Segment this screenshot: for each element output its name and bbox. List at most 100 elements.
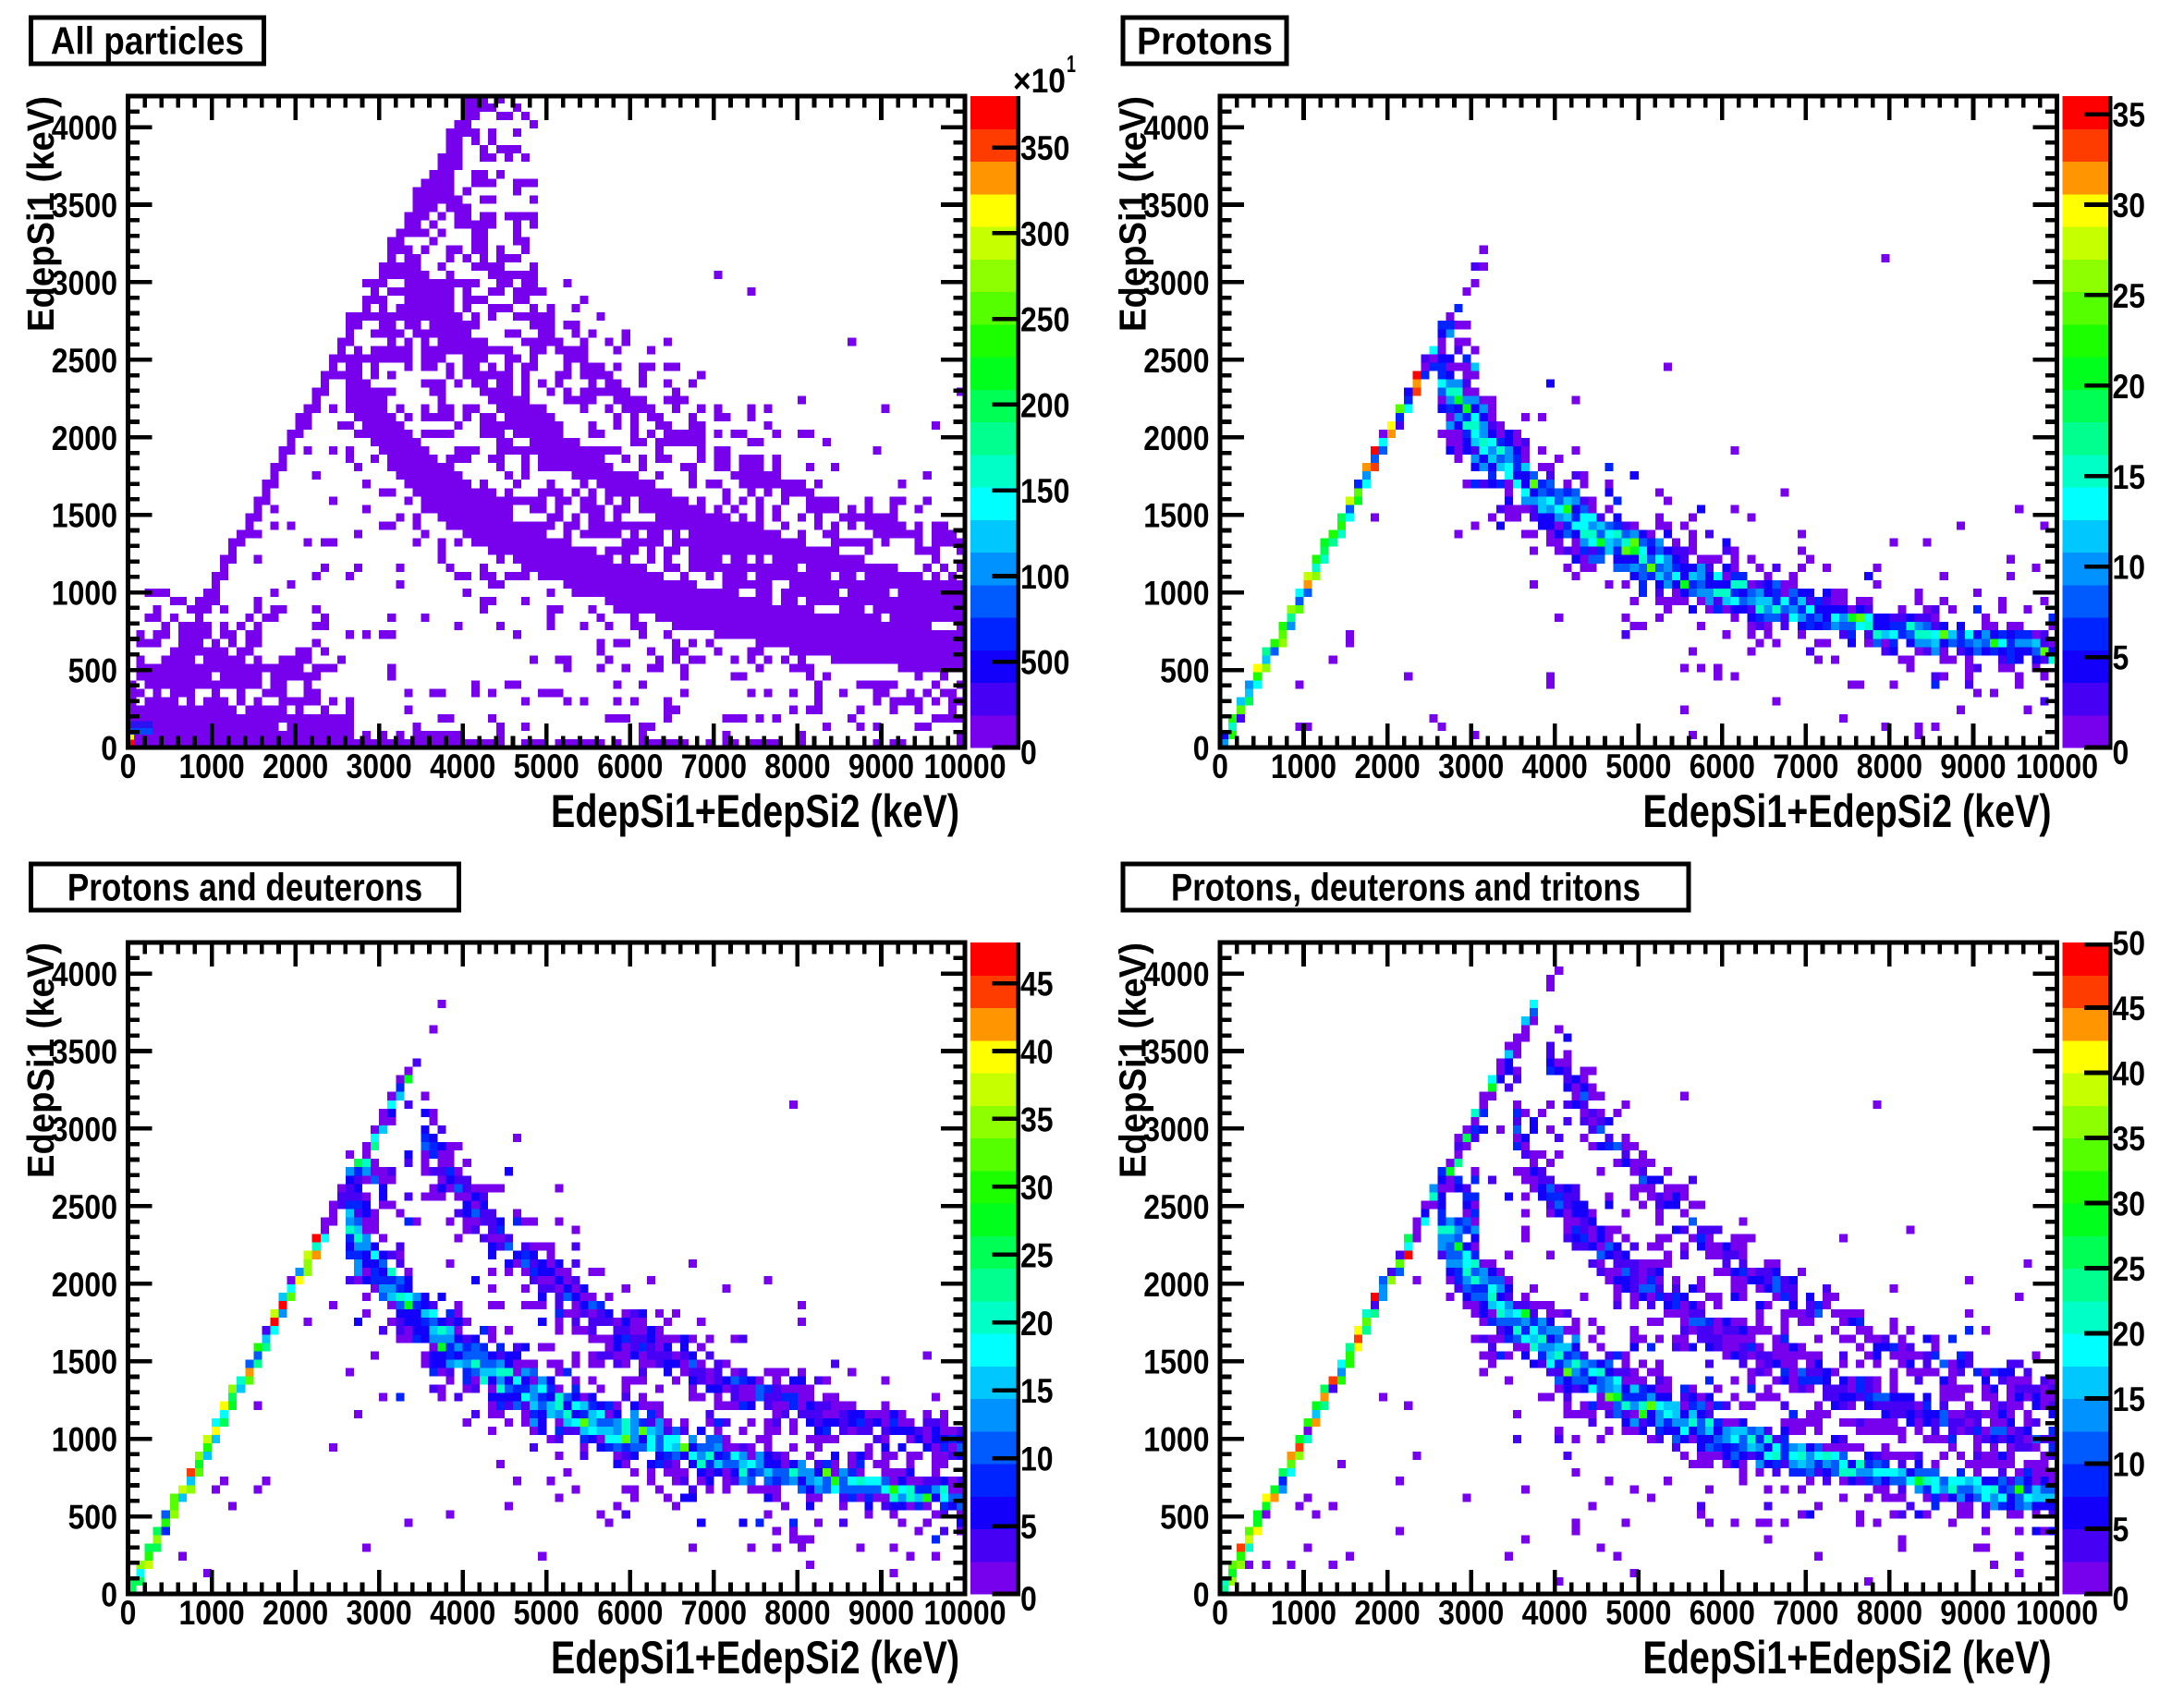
svg-text:1000: 1000 bbox=[1143, 574, 1209, 613]
svg-text:350: 350 bbox=[1020, 128, 1069, 167]
svg-text:30: 30 bbox=[1020, 1168, 1054, 1207]
svg-text:1500: 1500 bbox=[52, 1343, 117, 1381]
svg-text:10000: 10000 bbox=[2016, 747, 2098, 785]
svg-text:0: 0 bbox=[1212, 1593, 1228, 1632]
svg-text:1000: 1000 bbox=[1271, 747, 1336, 785]
svg-text:6000: 6000 bbox=[597, 1593, 663, 1632]
svg-text:1: 1 bbox=[1067, 50, 1076, 78]
svg-text:1500: 1500 bbox=[1143, 1343, 1209, 1381]
svg-text:10000: 10000 bbox=[924, 747, 1007, 785]
svg-text:3500: 3500 bbox=[1143, 1032, 1209, 1071]
svg-text:10000: 10000 bbox=[2016, 1593, 2098, 1632]
svg-text:0: 0 bbox=[120, 1593, 137, 1632]
svg-text:8000: 8000 bbox=[1857, 1593, 1922, 1632]
svg-text:1000: 1000 bbox=[52, 574, 117, 613]
svg-text:7000: 7000 bbox=[1773, 747, 1838, 785]
svg-text:3000: 3000 bbox=[52, 1110, 117, 1149]
svg-text:10000: 10000 bbox=[924, 1593, 1007, 1632]
svg-text:4000: 4000 bbox=[1143, 108, 1209, 147]
svg-text:40: 40 bbox=[1020, 1032, 1054, 1071]
svg-text:0: 0 bbox=[101, 729, 117, 768]
svg-text:200: 200 bbox=[1020, 385, 1069, 424]
svg-text:45: 45 bbox=[1020, 965, 1054, 1003]
svg-text:10: 10 bbox=[2113, 548, 2146, 587]
svg-text:4000: 4000 bbox=[52, 954, 117, 993]
svg-text:2500: 2500 bbox=[1143, 1187, 1209, 1226]
svg-text:0: 0 bbox=[1193, 1575, 1210, 1614]
svg-text:2000: 2000 bbox=[52, 419, 117, 457]
svg-text:2000: 2000 bbox=[1355, 747, 1421, 785]
svg-text:6000: 6000 bbox=[1690, 1593, 1755, 1632]
svg-text:15: 15 bbox=[2113, 1380, 2146, 1418]
svg-text:4000: 4000 bbox=[1522, 747, 1588, 785]
svg-text:0: 0 bbox=[2113, 1579, 2129, 1618]
svg-text:7000: 7000 bbox=[681, 1593, 747, 1632]
svg-text:Protons and deuterons: Protons and deuterons bbox=[67, 866, 422, 909]
svg-text:4000: 4000 bbox=[430, 747, 495, 785]
svg-text:1000: 1000 bbox=[1271, 1593, 1336, 1632]
svg-text:25: 25 bbox=[2113, 1249, 2146, 1288]
svg-text:35: 35 bbox=[2113, 1119, 2146, 1158]
svg-text:EdepSi1+EdepSi2 (keV): EdepSi1+EdepSi2 (keV) bbox=[551, 1632, 959, 1684]
svg-text:5: 5 bbox=[2113, 1510, 2129, 1549]
svg-text:3000: 3000 bbox=[1143, 263, 1209, 302]
svg-text:6000: 6000 bbox=[1690, 747, 1755, 785]
svg-text:5: 5 bbox=[1020, 1507, 1037, 1546]
svg-text:100: 100 bbox=[1020, 557, 1069, 596]
svg-text:500: 500 bbox=[1160, 651, 1209, 690]
svg-text:0: 0 bbox=[1020, 1579, 1037, 1618]
svg-text:30: 30 bbox=[2113, 1185, 2146, 1223]
svg-text:7000: 7000 bbox=[681, 747, 747, 785]
svg-text:0: 0 bbox=[1020, 733, 1037, 772]
svg-text:5000: 5000 bbox=[1605, 1593, 1671, 1632]
svg-text:9000: 9000 bbox=[848, 1593, 914, 1632]
svg-text:5000: 5000 bbox=[1605, 747, 1671, 785]
svg-text:250: 250 bbox=[1020, 300, 1069, 339]
svg-text:35: 35 bbox=[2113, 95, 2146, 134]
svg-text:300: 300 bbox=[1020, 214, 1069, 253]
svg-text:15: 15 bbox=[1020, 1371, 1054, 1410]
svg-text:0: 0 bbox=[120, 747, 137, 785]
svg-text:3500: 3500 bbox=[52, 1032, 117, 1071]
svg-text:1000: 1000 bbox=[1143, 1420, 1209, 1459]
svg-text:1500: 1500 bbox=[1143, 496, 1209, 535]
svg-text:500: 500 bbox=[68, 651, 117, 690]
svg-text:20: 20 bbox=[1020, 1304, 1054, 1343]
svg-text:6000: 6000 bbox=[597, 747, 663, 785]
svg-text:0: 0 bbox=[101, 1575, 117, 1614]
svg-text:30: 30 bbox=[2113, 186, 2146, 225]
svg-text:Protons: Protons bbox=[1137, 19, 1273, 63]
svg-text:40: 40 bbox=[2113, 1054, 2146, 1093]
svg-text:EdepSi1+EdepSi2 (keV): EdepSi1+EdepSi2 (keV) bbox=[1643, 1632, 2052, 1684]
svg-text:EdepSi1 (keV): EdepSi1 (keV) bbox=[1112, 96, 1154, 332]
svg-text:2500: 2500 bbox=[52, 1187, 117, 1226]
svg-text:EdepSi1 (keV): EdepSi1 (keV) bbox=[19, 942, 62, 1178]
svg-text:EdepSi1 (keV): EdepSi1 (keV) bbox=[1112, 942, 1154, 1178]
svg-text:3000: 3000 bbox=[52, 263, 117, 302]
svg-text:1000: 1000 bbox=[179, 1593, 245, 1632]
svg-text:35: 35 bbox=[1020, 1100, 1054, 1138]
svg-text:3000: 3000 bbox=[347, 747, 412, 785]
svg-text:15: 15 bbox=[2113, 457, 2146, 496]
svg-text:3000: 3000 bbox=[347, 1593, 412, 1632]
svg-text:2000: 2000 bbox=[1355, 1593, 1421, 1632]
svg-text:20: 20 bbox=[2113, 367, 2146, 406]
svg-text:45: 45 bbox=[2113, 989, 2146, 1027]
svg-text:25: 25 bbox=[1020, 1235, 1054, 1274]
svg-text:4000: 4000 bbox=[52, 108, 117, 147]
svg-text:Protons, deuterons and tritons: Protons, deuterons and tritons bbox=[1171, 866, 1641, 909]
svg-text:500: 500 bbox=[1160, 1498, 1209, 1537]
svg-text:150: 150 bbox=[1020, 471, 1069, 510]
svg-text:0: 0 bbox=[2113, 733, 2129, 772]
svg-text:10: 10 bbox=[1020, 1440, 1054, 1478]
svg-text:8000: 8000 bbox=[764, 747, 830, 785]
svg-text:9000: 9000 bbox=[848, 747, 914, 785]
svg-text:9000: 9000 bbox=[1940, 747, 2006, 785]
svg-text:20: 20 bbox=[2113, 1315, 2146, 1354]
svg-text:EdepSi1+EdepSi2 (keV): EdepSi1+EdepSi2 (keV) bbox=[551, 785, 959, 837]
svg-text:EdepSi1+EdepSi2 (keV): EdepSi1+EdepSi2 (keV) bbox=[1643, 785, 2052, 837]
svg-text:8000: 8000 bbox=[1857, 747, 1922, 785]
svg-text:All particles: All particles bbox=[51, 19, 244, 63]
svg-text:1000: 1000 bbox=[52, 1420, 117, 1459]
svg-text:0: 0 bbox=[1193, 729, 1210, 768]
